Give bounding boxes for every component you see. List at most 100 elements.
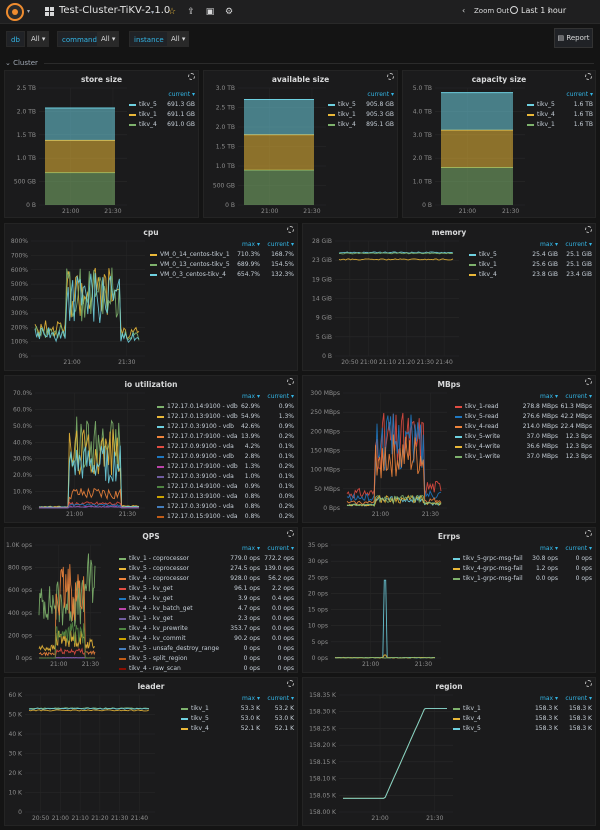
legend-item[interactable]: tikv_1 53.3 K 53.2 K	[181, 704, 294, 713]
legend-item[interactable]: tikv_1 25.6 GiB 25.1 GiB	[469, 260, 592, 269]
legend-item[interactable]: tikv_4 895.1 GB	[328, 120, 394, 129]
legend-item[interactable]: tikv_4 - kv_commit 90.2 ops 0.0 ops	[119, 634, 294, 643]
legend-item[interactable]: tikv_1-write 37.0 MBps 12.3 Bps	[455, 452, 592, 461]
legend-header-current[interactable]: current ▾	[168, 91, 195, 98]
legend-header-max[interactable]: max ▾	[242, 695, 260, 702]
legend-item[interactable]: tikv_5 25.4 GiB 25.1 GiB	[469, 250, 592, 259]
legend-item[interactable]: 172.17.0.3:9100 - vda 0.8% 0.2%	[157, 502, 294, 511]
legend-item[interactable]: tikv_4 691.0 GB	[129, 120, 195, 129]
time-range-picker[interactable]: Last 1 hour	[521, 6, 567, 15]
share-icon[interactable]: ⇪	[187, 7, 195, 17]
legend-item[interactable]: 172.17.0.3:9100 - vda 1.0% 0.1%	[157, 472, 294, 481]
panel-capacity-size[interactable]: capacity size 0 B 1.0 TB 2.0 TB 3.0 TB 4.0 TB…	[402, 70, 596, 218]
legend-item[interactable]: tikv_1 158.3 K 158.3 K	[453, 704, 592, 713]
legend-header-current[interactable]: current ▾	[565, 545, 592, 552]
legend-item[interactable]: tikv_5 - unsafe_destroy_range 0 ops 0 ops	[119, 644, 294, 653]
legend-item[interactable]: 172.17.0.17:9100 - vdb 1.3% 0.2%	[157, 462, 294, 471]
title-chevron-down-icon[interactable]: ▾	[151, 9, 155, 16]
panel-title[interactable]: MBps	[437, 380, 461, 389]
variable-command-select[interactable]: All ▾	[97, 31, 120, 47]
legend-header-max[interactable]: max ▾	[242, 393, 260, 400]
legend-item[interactable]: tikv_5-grpc-msg-fail 30.8 ops 0 ops	[453, 554, 592, 563]
panel-title[interactable]: store size	[80, 75, 123, 84]
legend-item[interactable]: tikv_5 53.0 K 53.0 K	[181, 714, 294, 723]
report-button[interactable]: ▤ Report	[554, 28, 593, 48]
legend-item[interactable]: tikv_1 - kv_get 2.3 ops 0.0 ops	[119, 614, 294, 623]
star-icon[interactable]: ☆	[167, 7, 177, 17]
legend-item[interactable]: 172.17.0.9:9100 - vda 4.2% 0.1%	[157, 442, 294, 451]
legend-item[interactable]: tikv_1 691.1 GB	[129, 110, 195, 119]
panel-title[interactable]: available size	[271, 75, 330, 84]
legend-item[interactable]: tikv_5 1.6 TB	[527, 100, 593, 109]
legend-header-current[interactable]: current ▾	[565, 695, 592, 702]
zoom-out-icon[interactable]: ‹	[462, 6, 466, 15]
legend-item[interactable]: tikv_4-grpc-msg-fail 1.2 ops 0 ops	[453, 564, 592, 573]
legend-item[interactable]: 172.17.0.13:9100 - vdb 54.9% 1.3%	[157, 412, 294, 421]
legend-item[interactable]: 172.17.0.13:9100 - vda 0.8% 0.0%	[157, 492, 294, 501]
panel-qps[interactable]: QPS 0 ops 200 ops 400 ops 600 ops 800 ops 1.0K…	[4, 527, 298, 673]
legend-item[interactable]: tikv_4 1.6 TB	[527, 110, 593, 119]
legend-item[interactable]: tikv_4-read 214.0 MBps 22.4 MBps	[455, 422, 592, 431]
chevron-down-icon[interactable]: ▾	[27, 8, 31, 15]
panel-available-size[interactable]: available size 0 B 500 GB 1.0 TB 1.5 TB 2.0 T…	[203, 70, 398, 218]
legend-item[interactable]: tikv_5 905.8 GB	[328, 100, 394, 109]
legend-item[interactable]: tikv_5-read 276.6 MBps 42.2 MBps	[455, 412, 592, 421]
legend-header-current[interactable]: current ▾	[367, 91, 394, 98]
legend-item[interactable]: tikv_4 - coprocessor 928.0 ops 56.2 ops	[119, 574, 294, 583]
legend-header-max[interactable]: max ▾	[540, 695, 558, 702]
legend-header-max[interactable]: max ▾	[540, 545, 558, 552]
legend-item[interactable]: tikv_1 1.6 TB	[527, 120, 593, 129]
variable-db-select[interactable]: All ▾	[27, 31, 50, 47]
legend-item[interactable]: tikv_5 - coprocessor 274.5 ops 139.0 ops	[119, 564, 294, 573]
legend-item[interactable]: 172.17.0.3:9100 - vdb 42.6% 0.9%	[157, 422, 294, 431]
legend-item[interactable]: tikv_4 - kv_batch_get 4.7 ops 0.0 ops	[119, 604, 294, 613]
legend-item[interactable]: 172.17.0.9:9100 - vdb 2.8% 0.1%	[157, 452, 294, 461]
legend-item[interactable]: tikv_4-write 36.6 MBps 12.3 Bps	[455, 442, 592, 451]
legend-item[interactable]: tikv_1-read 278.8 MBps 61.3 MBps	[455, 402, 592, 411]
panel-title[interactable]: capacity size	[471, 75, 527, 84]
legend-header-current[interactable]: current ▾	[565, 241, 592, 248]
legend-header-max[interactable]: max ▾	[540, 241, 558, 248]
legend-item[interactable]: tikv_5 691.3 GB	[129, 100, 195, 109]
legend-item[interactable]: tikv_5 158.3 K 158.3 K	[453, 724, 592, 733]
legend-item[interactable]: 172.17.0.17:9100 - vda 13.9% 0.2%	[157, 432, 294, 441]
legend-item[interactable]: tikv_4 23.8 GiB 23.4 GiB	[469, 270, 592, 279]
row-cluster-toggle[interactable]: ⌄ Cluster	[5, 59, 38, 67]
legend-item[interactable]: tikv_4 - raw_scan 0 ops 0 ops	[119, 664, 294, 673]
panel-title[interactable]: Errps	[437, 532, 461, 541]
legend-item[interactable]: VM_0_14_centos-tikv_1 710.3% 168.7%	[150, 250, 294, 259]
legend-item[interactable]: VM_0_13_centos-tikv_5 689.9% 154.5%	[150, 260, 294, 269]
legend-item[interactable]: 172.17.0.15:9100 - vda 0.8% 0.2%	[157, 512, 294, 521]
legend-header-current[interactable]: current ▾	[267, 241, 294, 248]
legend-header-max[interactable]: max ▾	[242, 241, 260, 248]
clock-icon[interactable]	[510, 6, 518, 14]
panel-io-utilization[interactable]: io utilization 0% 10.0% 20.0% 30.0% 40.0% 50.0…	[4, 375, 298, 523]
legend-item[interactable]: tikv_4 52.1 K 52.1 K	[181, 724, 294, 733]
legend-header-max[interactable]: max ▾	[540, 393, 558, 400]
time-forward-icon[interactable]: ›	[547, 7, 551, 17]
legend-header-current[interactable]: current ▾	[566, 91, 593, 98]
dashboard-title[interactable]: Test-Cluster-TiKV-2.1.0	[59, 5, 171, 16]
panel-cpu[interactable]: cpu 0% 100% 200% 300% 400% 500% 600% 700% 800% 21:…	[4, 223, 298, 371]
dashboard-grid-icon[interactable]	[45, 7, 55, 17]
settings-icon[interactable]: ⚙	[224, 7, 234, 17]
panel-memory[interactable]: memory 0 B 5 GiB 9 GiB 14 GiB 19 GiB 23 GiB 28 …	[302, 223, 596, 371]
panel-title[interactable]: leader	[137, 682, 165, 691]
legend-item[interactable]: 172.17.0.14:9100 - vdb 62.9% 0.9%	[157, 402, 294, 411]
legend-item[interactable]: tikv_5-write 37.0 MBps 12.3 Bps	[455, 432, 592, 441]
panel-title[interactable]: io utilization	[124, 380, 178, 389]
panel-store-size[interactable]: store size 0 B 500 GB 1.0 TB 1.5 TB 2.0 TB 2.5…	[4, 70, 199, 218]
variable-instance-select[interactable]: All ▾	[167, 31, 190, 47]
legend-item[interactable]: tikv_4 - kv_prewrite 353.7 ops 0.0 ops	[119, 624, 294, 633]
grafana-logo-icon[interactable]	[6, 3, 24, 21]
legend-item[interactable]: tikv_1-grpc-msg-fail 0.0 ops 0 ops	[453, 574, 592, 583]
panel-title[interactable]: QPS	[142, 532, 160, 541]
save-icon[interactable]: ▣	[205, 7, 215, 17]
legend-item[interactable]: VM_0_3_centos-tikv_4 654.7% 132.3%	[150, 270, 294, 279]
panel-leader[interactable]: leader 0 10 K 20 K 30 K 40 K 50 K 60 K 20:50 21:0…	[4, 677, 298, 826]
legend-header-max[interactable]: max ▾	[242, 545, 260, 552]
legend-item[interactable]: tikv_1 - coprocessor 779.0 ops 772.2 ops	[119, 554, 294, 563]
legend-item[interactable]: tikv_1 905.3 GB	[328, 110, 394, 119]
legend-header-current[interactable]: current ▾	[267, 695, 294, 702]
legend-item[interactable]: tikv_4 158.3 K 158.3 K	[453, 714, 592, 723]
